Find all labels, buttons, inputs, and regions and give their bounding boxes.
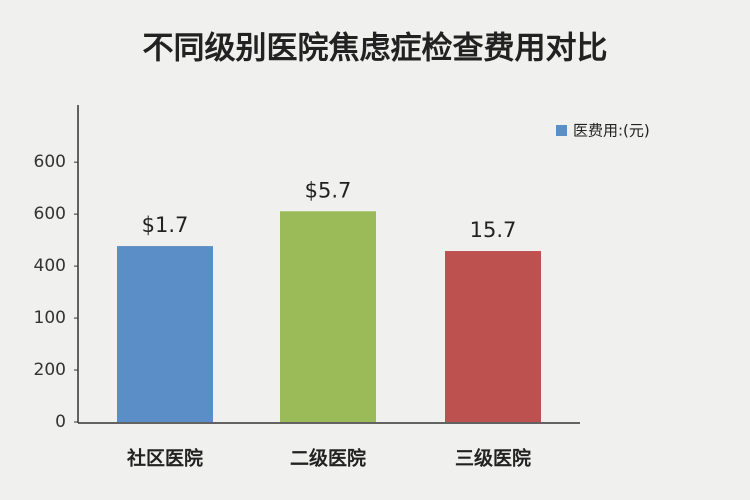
annotation: $1.7 [142, 213, 189, 237]
x-tick-label: 二级医院 [290, 447, 366, 470]
y-tick-label: 200 [34, 360, 66, 380]
annotation: $5.7 [305, 178, 352, 202]
x-tick-label: 社区医院 [126, 447, 203, 470]
y-tick-label: 600 [34, 204, 66, 224]
bar [280, 211, 376, 422]
bar [445, 251, 541, 422]
y-tick-label: 400 [34, 256, 66, 276]
bar [117, 246, 213, 422]
annotation: 15.7 [470, 218, 517, 242]
legend-swatch [556, 125, 567, 136]
x-tick-label: 三级医院 [455, 447, 531, 470]
y-tick-label: 100 [34, 308, 66, 328]
y-tick-label: 600 [34, 152, 66, 172]
chart-title: 不同级别医院焦虑症检查费用对比 [143, 31, 608, 67]
legend-label: 医费用:(元) [573, 122, 650, 140]
y-tick-label: 0 [55, 412, 66, 432]
